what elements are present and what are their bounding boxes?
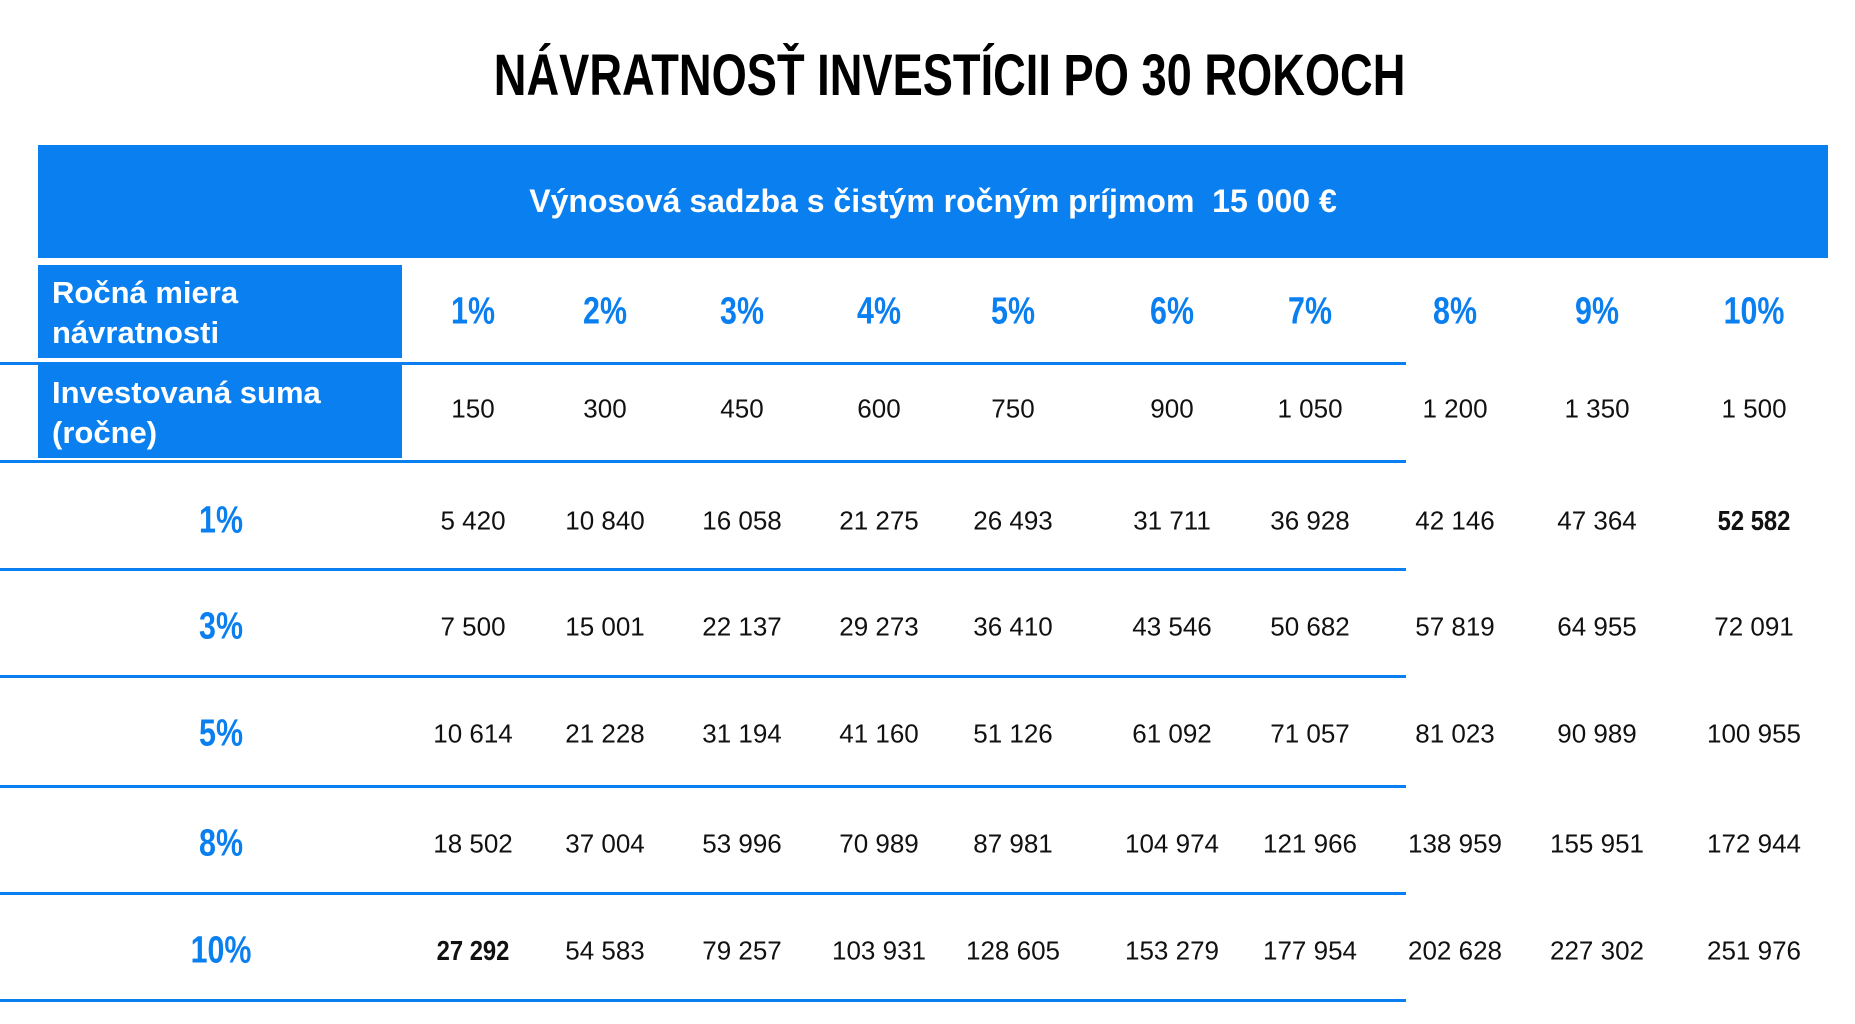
column-header: 9% [1575, 290, 1619, 333]
row-label: 1% [199, 499, 243, 542]
cell: 104 974 [1125, 828, 1219, 859]
cell: 202 628 [1408, 935, 1502, 966]
cell: 36 410 [973, 611, 1053, 642]
cell: 27 292 [436, 935, 510, 966]
cell: 138 959 [1408, 828, 1502, 859]
cell: 227 302 [1550, 935, 1644, 966]
invested-cell: 750 [991, 393, 1035, 424]
cell: 128 605 [966, 935, 1060, 966]
cell: 121 966 [1263, 828, 1357, 859]
column-header: 1% [451, 290, 495, 333]
column-header: 4% [857, 290, 901, 333]
column-header: 8% [1433, 290, 1477, 333]
cell: 71 057 [1270, 718, 1350, 749]
cell: 5 420 [440, 505, 506, 536]
cell: 155 951 [1550, 828, 1644, 859]
cell: 103 931 [832, 935, 926, 966]
cell: 79 257 [702, 935, 782, 966]
cell: 53 996 [702, 828, 782, 859]
row-rule [0, 362, 1406, 365]
cell: 43 546 [1132, 611, 1212, 642]
banner: Výnosová sadzba s čistým ročným príjmom … [38, 145, 1828, 258]
row-rule [0, 785, 1406, 788]
cell: 61 092 [1132, 718, 1212, 749]
cell: 57 819 [1415, 611, 1495, 642]
cell: 64 955 [1557, 611, 1637, 642]
cell: 7 500 [440, 611, 506, 642]
invested-cell: 1 050 [1277, 393, 1343, 424]
cell: 153 279 [1125, 935, 1219, 966]
invested-cell: 1 350 [1564, 393, 1630, 424]
cell: 81 023 [1415, 718, 1495, 749]
row-rule [0, 892, 1406, 895]
cell: 90 989 [1557, 718, 1637, 749]
cell: 21 228 [565, 718, 645, 749]
cell: 87 981 [973, 828, 1053, 859]
cell: 22 137 [702, 611, 782, 642]
cell: 31 711 [1133, 505, 1211, 536]
cell: 41 160 [839, 718, 919, 749]
cell: 251 976 [1707, 935, 1801, 966]
column-header: 7% [1288, 290, 1332, 333]
cell: 15 001 [565, 611, 645, 642]
header-label: Ročná miera návratnosti [38, 265, 402, 358]
cell: 50 682 [1270, 611, 1350, 642]
row-label: 8% [199, 822, 243, 865]
invested-cell: 600 [857, 393, 901, 424]
invested-cell: 450 [720, 393, 764, 424]
cell: 36 928 [1270, 505, 1350, 536]
cell: 52 582 [1717, 505, 1791, 536]
row-label: 5% [199, 712, 243, 755]
row-rule [0, 460, 1406, 463]
cell: 18 502 [433, 828, 513, 859]
cell: 29 273 [839, 611, 919, 642]
invested-cell: 900 [1150, 393, 1194, 424]
cell: 51 126 [973, 718, 1053, 749]
invested-cell: 150 [451, 393, 495, 424]
row-rule [0, 675, 1406, 678]
cell: 54 583 [565, 935, 645, 966]
header-label: Investovaná suma (ročne) [38, 365, 402, 458]
cell: 16 058 [702, 505, 782, 536]
column-header: 2% [583, 290, 627, 333]
row-label: 3% [199, 605, 243, 648]
cell: 31 194 [702, 718, 782, 749]
column-header: 10% [1723, 290, 1785, 333]
cell: 10 840 [565, 505, 645, 536]
cell: 42 146 [1415, 505, 1495, 536]
invested-cell: 1 500 [1721, 393, 1787, 424]
column-header: 3% [720, 290, 764, 333]
title: NÁVRATNOSŤ INVESTÍCII PO 30 ROKOCH [493, 43, 1406, 108]
row-rule [0, 999, 1406, 1002]
cell: 10 614 [433, 718, 513, 749]
cell: 21 275 [839, 505, 919, 536]
cell: 172 944 [1707, 828, 1801, 859]
column-header: 5% [991, 290, 1035, 333]
cell: 26 493 [973, 505, 1053, 536]
invested-cell: 300 [583, 393, 627, 424]
cell: 37 004 [565, 828, 645, 859]
column-header: 6% [1150, 290, 1194, 333]
row-label: 10% [190, 929, 252, 972]
cell: 177 954 [1263, 935, 1357, 966]
cell: 100 955 [1707, 718, 1801, 749]
cell: 47 364 [1557, 505, 1637, 536]
cell: 72 091 [1714, 611, 1794, 642]
cell: 70 989 [839, 828, 919, 859]
invested-cell: 1 200 [1422, 393, 1488, 424]
row-rule [0, 568, 1406, 571]
